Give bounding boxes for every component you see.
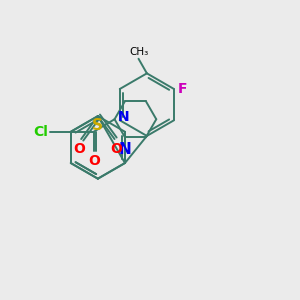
Text: N: N [118,142,131,157]
Text: S: S [92,118,104,133]
Text: CH₃: CH₃ [129,47,148,57]
Text: O: O [111,142,123,156]
Text: F: F [178,82,188,96]
Text: O: O [73,142,85,156]
Text: N: N [118,110,129,124]
Text: O: O [88,154,100,168]
Text: Cl: Cl [33,125,48,139]
